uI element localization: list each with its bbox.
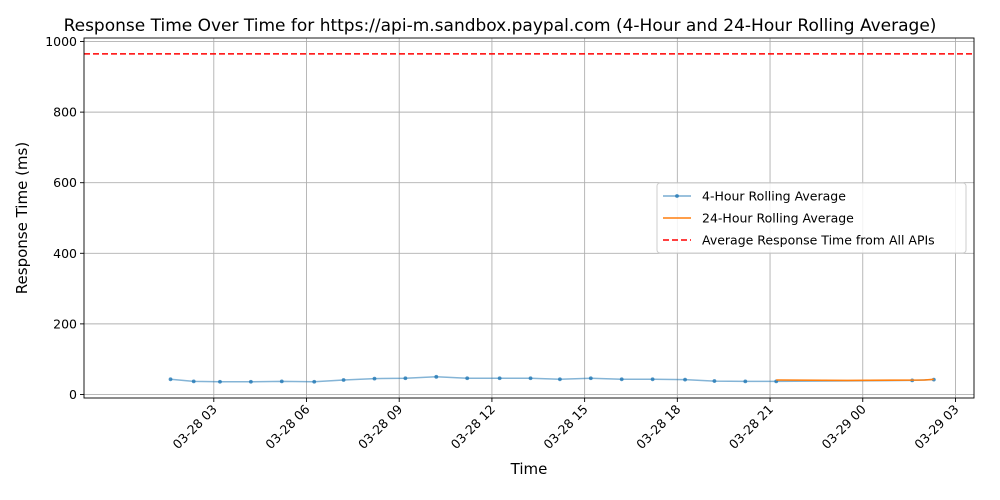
x-tick-label: 03-28 03 <box>170 402 220 452</box>
plot-frame <box>83 37 975 399</box>
rolling-4h-point <box>712 379 717 383</box>
x-tick-label: 03-28 18 <box>633 401 683 451</box>
y-tick-label: 1000 <box>45 34 77 49</box>
rolling-4h-point <box>497 376 502 381</box>
rolling-4h-point <box>528 376 533 381</box>
rolling-4h-point <box>588 376 593 381</box>
rolling-4h-point <box>168 377 173 382</box>
y-tick-label: 200 <box>53 316 77 331</box>
rolling-4h-point <box>558 377 562 382</box>
y-ticks: 0 200 400 600 800 1000 <box>45 34 84 402</box>
chart-title: Response Time Over Time for https://api-… <box>64 16 937 36</box>
rolling-4h-point <box>372 376 377 381</box>
rolling-4h-point <box>218 379 222 384</box>
legend-box <box>656 182 967 254</box>
x-tick-label: 03-29 03 <box>911 402 961 452</box>
legend-label: Average Response Time from All APIs <box>702 233 935 248</box>
rolling-4h-point <box>650 377 655 382</box>
y-tick-label: 400 <box>53 246 77 261</box>
y-tick-label: 0 <box>69 387 77 402</box>
rolling-4h-point <box>312 379 317 384</box>
y-tick-label: 800 <box>53 105 77 120</box>
legend: 4-Hour Rolling Average 24-Hour Rolling Av… <box>656 182 967 254</box>
x-tick-label: 03-29 00 <box>819 401 869 451</box>
rolling-4h-point <box>434 374 439 379</box>
rolling-4h-point <box>191 379 196 384</box>
series-layer <box>84 53 974 384</box>
rolling-4h-point <box>683 377 687 382</box>
legend-label: 24-Hour Rolling Average <box>702 211 854 226</box>
rolling-4h-point <box>279 379 284 384</box>
rolling-4h-point <box>619 377 624 382</box>
rolling-4h-point <box>465 376 470 381</box>
rolling-4h-point <box>743 379 748 384</box>
x-axis-label: Time <box>510 460 548 478</box>
x-tick-label: 03-28 15 <box>540 402 590 452</box>
x-tick-label: 03-28 09 <box>355 401 405 451</box>
rolling-4h-line <box>170 376 934 383</box>
rolling-4h-point <box>341 378 346 382</box>
rolling-4h-point <box>248 379 253 384</box>
legend-label: 4-Hour Rolling Average <box>702 189 846 204</box>
x-ticks: 03-28 03 03-28 06 03-28 09 03-28 12 03-28 15… <box>170 398 962 452</box>
x-tick-label: 03-28 21 <box>726 402 776 452</box>
rolling-4h-point <box>403 376 408 381</box>
legend-marker <box>675 194 679 198</box>
y-tick-label: 600 <box>53 175 77 190</box>
x-tick-label: 03-28 12 <box>448 402 498 452</box>
y-axis-label: Response Time (ms) <box>13 142 31 294</box>
x-tick-label: 03-28 06 <box>262 401 312 451</box>
rolling-24h-line <box>776 378 934 382</box>
